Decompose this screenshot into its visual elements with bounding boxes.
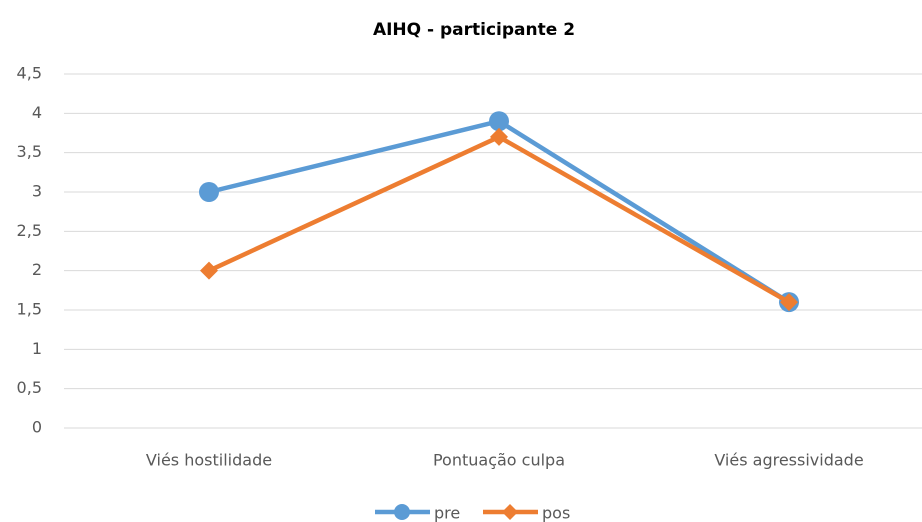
y-tick-label: 2 — [32, 260, 42, 279]
chart-title: AIHQ - participante 2 — [373, 20, 575, 40]
y-tick-label: 0,5 — [17, 378, 42, 397]
y-tick-label: 4 — [32, 103, 42, 122]
series-line — [208, 134, 791, 305]
data-point — [490, 127, 508, 146]
x-tick-label: Viés hostilidade — [146, 451, 272, 470]
data-point — [200, 261, 218, 280]
legend-label: pre — [434, 504, 460, 522]
y-tick-label: 2,5 — [17, 221, 42, 240]
series-line — [208, 118, 791, 305]
x-tick-label: Pontuação culpa — [433, 451, 565, 470]
data-point — [199, 182, 219, 202]
y-tick-label: 4,5 — [17, 64, 42, 83]
y-tick-label: 1 — [32, 339, 42, 358]
x-tick-label: Viés agressividade — [714, 451, 863, 470]
data-point — [489, 111, 509, 132]
y-tick-label: 3,5 — [17, 142, 42, 161]
legend-label: pos — [542, 504, 570, 522]
y-tick-label: 1,5 — [17, 300, 42, 319]
legend-marker — [394, 504, 410, 520]
y-tick-label: 0 — [32, 418, 42, 437]
y-tick-label: 3 — [32, 182, 42, 201]
legend-marker — [502, 504, 518, 520]
data-point — [780, 293, 798, 312]
